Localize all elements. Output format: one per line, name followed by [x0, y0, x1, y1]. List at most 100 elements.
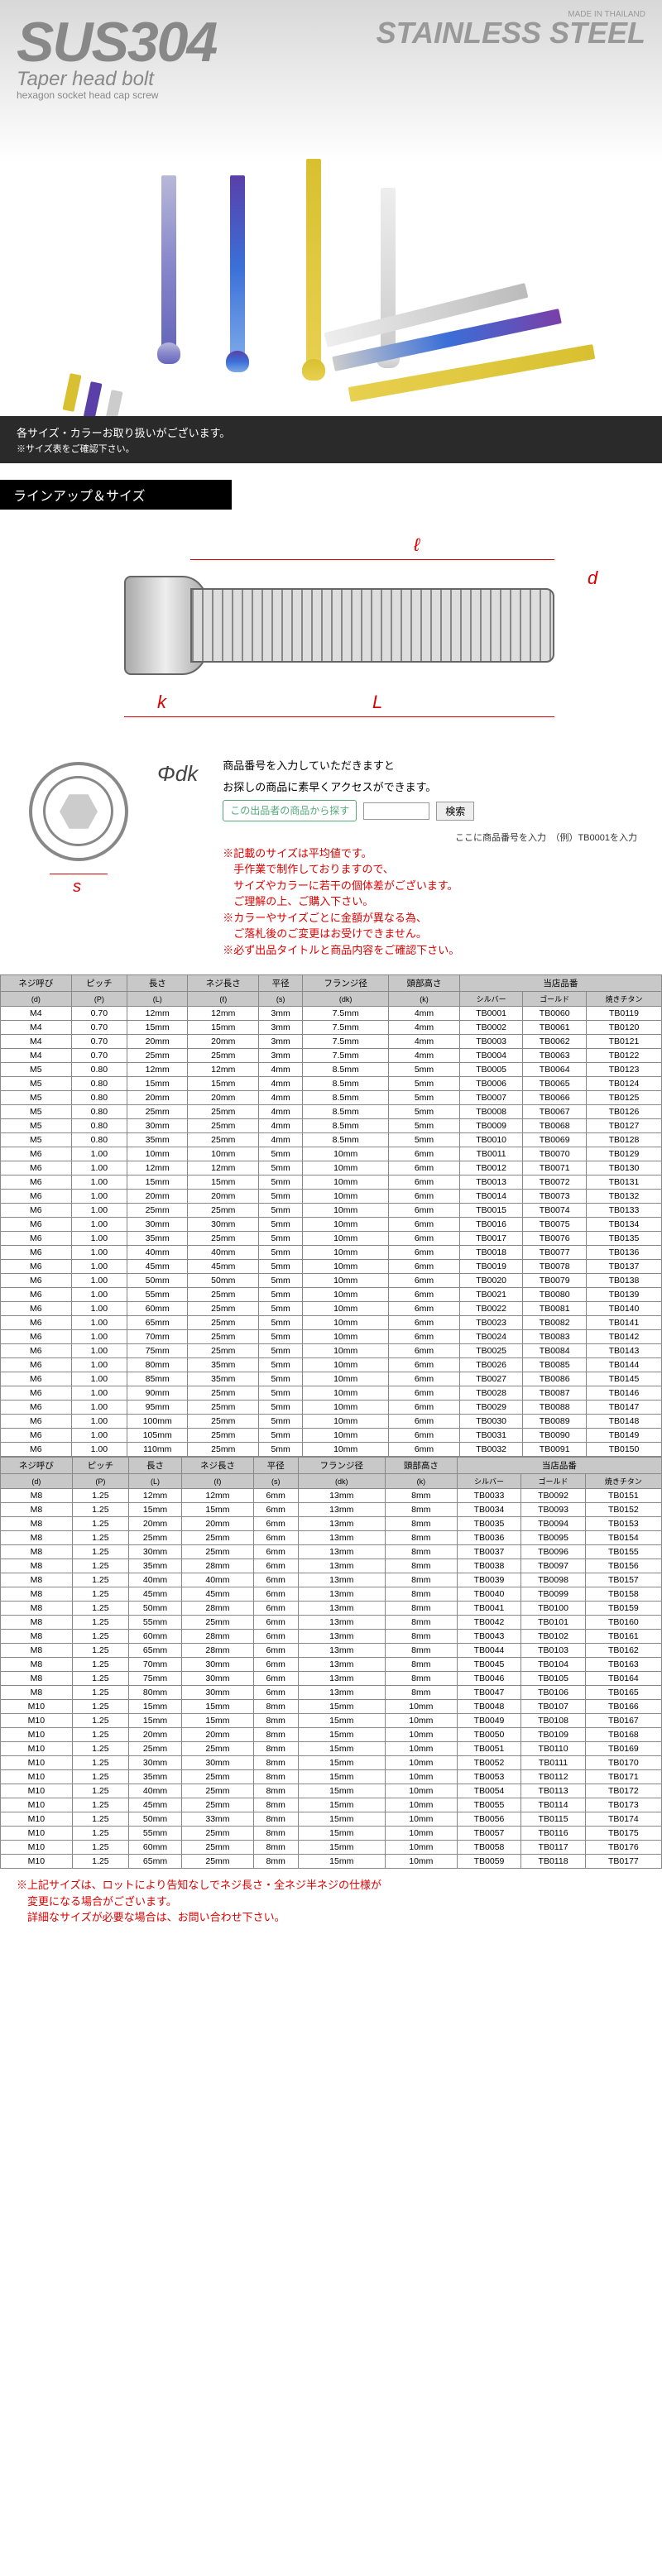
table-row: M81.2530mm25mm6mm13mm8mmTB0037TB0096TB01… [1, 1545, 662, 1559]
table-row: M50.8020mm20mm4mm8.5mm5mmTB0007TB0066TB0… [1, 1091, 662, 1105]
table-row: M101.2540mm25mm8mm15mm10mmTB0054TB0113TB… [1, 1784, 662, 1798]
dim-line-l [190, 559, 554, 560]
bolt-diagram-area: ℓ d L k [0, 518, 662, 749]
table-row: M81.2515mm15mm6mm13mm8mmTB0034TB0093TB01… [1, 1503, 662, 1517]
table-row: M61.0025mm25mm5mm10mm6mmTB0015TB0074TB01… [1, 1204, 662, 1218]
table-row: M50.8015mm15mm4mm8.5mm5mmTB0006TB0065TB0… [1, 1077, 662, 1091]
hero-footer: 各サイズ・カラーお取り扱いがございます。 ※サイズ表をご確認下さい。 [0, 416, 662, 463]
title-sus304: SUS304 [17, 10, 216, 74]
table-row: M61.0020mm20mm5mm10mm6mmTB0014TB0073TB01… [1, 1190, 662, 1204]
dim-L-big: L [372, 692, 382, 713]
table-row: M81.2560mm28mm6mm13mm8mmTB0043TB0102TB01… [1, 1630, 662, 1644]
note-r3: サイズやカラーに若干の個体差がございます。 [223, 878, 637, 894]
band-text-2: ※サイズ表をご確認下さい。 [17, 442, 645, 455]
table-row: M50.8030mm25mm4mm8.5mm5mmTB0009TB0068TB0… [1, 1119, 662, 1133]
th-dk: フランジ径 [303, 975, 389, 992]
table-row: M81.2540mm40mm6mm13mm8mmTB0039TB0098TB01… [1, 1573, 662, 1587]
bottom-note-1: ※上記サイズは、ロットにより告知なしでネジ長さ・全ネジ半ネジの仕様が [17, 1877, 645, 1894]
hero-section: SUS304 Taper head bolt hexagon socket he… [0, 0, 662, 463]
table-row: M101.2550mm33mm8mm15mm10mmTB0056TB0115TB… [1, 1812, 662, 1827]
table-row: M81.2565mm28mm6mm13mm8mmTB0044TB0103TB01… [1, 1644, 662, 1658]
table-row: M50.8025mm25mm4mm8.5mm5mmTB0008TB0067TB0… [1, 1105, 662, 1119]
table-row: M81.2535mm28mm6mm13mm8mmTB0038TB0097TB01… [1, 1559, 662, 1573]
table-row: M40.7025mm25mm3mm7.5mm4mmTB0004TB0063TB0… [1, 1049, 662, 1063]
th-k: 頭部高さ [389, 975, 460, 992]
table-row: M61.0085mm35mm5mm10mm6mmTB0027TB0086TB01… [1, 1372, 662, 1386]
bottom-note-3: 詳細なサイズが必要な場合は、お問い合わせ下さい。 [17, 1909, 645, 1926]
bolt-illustration-item [161, 175, 176, 349]
table-row: M61.0015mm15mm5mm10mm6mmTB0013TB0072TB01… [1, 1175, 662, 1190]
table-row: M81.2555mm25mm6mm13mm8mmTB0042TB0101TB01… [1, 1616, 662, 1630]
th-p: ピッチ [71, 975, 127, 992]
small-bolt-illustration [83, 381, 102, 420]
table-row: M61.0030mm30mm5mm10mm6mmTB0016TB0075TB01… [1, 1218, 662, 1232]
section-lineup: ラインアップ＆サイズ [0, 480, 232, 510]
table-row: M61.00110mm25mm5mm10mm6mmTB0032TB0091TB0… [1, 1443, 662, 1457]
table-row: M101.2545mm25mm8mm15mm10mmTB0055TB0114TB… [1, 1798, 662, 1812]
table-row: M101.2555mm25mm8mm15mm10mmTB0057TB0116TB… [1, 1827, 662, 1841]
table-row: M61.0035mm25mm5mm10mm6mmTB0017TB0076TB01… [1, 1232, 662, 1246]
search-button[interactable]: 検索 [436, 802, 474, 821]
hex-cross-section [25, 758, 132, 865]
note-r7: ※必ず出品タイトルと商品内容をご確認下さい。 [223, 942, 637, 959]
title-stainless: STAINLESS STEEL [377, 16, 645, 50]
small-bolt-illustration [62, 373, 81, 412]
dim-line-k [124, 716, 190, 717]
table-row: M61.0065mm25mm5mm10mm6mmTB0023TB0082TB01… [1, 1316, 662, 1330]
table-row: M61.0080mm35mm5mm10mm6mmTB0026TB0085TB01… [1, 1358, 662, 1372]
bottom-note: ※上記サイズは、ロットにより告知なしでネジ長さ・全ネジ半ネジの仕様が 変更になる… [0, 1869, 662, 1934]
search-hint: ここに商品番号を入力 （例）TB0001を入力 [223, 831, 637, 845]
th-L: 長さ [127, 975, 187, 992]
band-text-1: 各サイズ・カラーお取り扱いがございます。 [17, 424, 645, 440]
table-row: M81.2580mm30mm6mm13mm8mmTB0047TB0106TB01… [1, 1686, 662, 1700]
note-r4: ご理解の上、ご購入下さい。 [223, 893, 637, 910]
table-row: M101.2560mm25mm8mm15mm10mmTB0058TB0117TB… [1, 1841, 662, 1855]
table-row: M61.0055mm25mm5mm10mm6mmTB0021TB0080TB01… [1, 1288, 662, 1302]
bottom-note-2: 変更になる場合がございます。 [17, 1894, 645, 1910]
dim-line-L [190, 716, 554, 717]
bolt-illustration [17, 101, 645, 382]
table-row: M61.0050mm50mm5mm10mm6mmTB0020TB0079TB01… [1, 1274, 662, 1288]
dim-phi: Φdk [157, 761, 198, 787]
bolt-illustration-item [306, 159, 321, 366]
th-s: 平径 [259, 975, 303, 992]
table-row: M61.0090mm25mm5mm10mm6mmTB0028TB0087TB01… [1, 1386, 662, 1401]
table-row: M101.2515mm15mm8mm15mm10mmTB0048TB0107TB… [1, 1700, 662, 1714]
table-row: M81.2525mm25mm6mm13mm8mmTB0036TB0095TB01… [1, 1531, 662, 1545]
table-row: M101.2520mm20mm8mm15mm10mmTB0050TB0109TB… [1, 1728, 662, 1742]
table-row: M50.8035mm25mm4mm8.5mm5mmTB0010TB0069TB0… [1, 1133, 662, 1147]
table-row: M81.2570mm30mm6mm13mm8mmTB0045TB0104TB01… [1, 1658, 662, 1672]
table-row: M61.0070mm25mm5mm10mm6mmTB0024TB0083TB01… [1, 1330, 662, 1344]
bolt-thread-illustration [190, 588, 554, 663]
th-d: ネジ呼び [1, 975, 72, 992]
table-row: M61.0060mm25mm5mm10mm6mmTB0022TB0081TB01… [1, 1302, 662, 1316]
table-row: M101.2565mm25mm8mm15mm10mmTB0059TB0118TB… [1, 1855, 662, 1869]
dim-s: s [73, 878, 81, 897]
table-row: M61.0045mm45mm5mm10mm6mmTB0019TB0078TB01… [1, 1260, 662, 1274]
table-row: M40.7012mm12mm3mm7.5mm4mmTB0001TB0060TB0… [1, 1007, 662, 1021]
spec-table-2: ネジ呼び ピッチ 長さ ネジ長さ 平径 フランジ径 頭部高さ 当店品番 (d) … [0, 1457, 662, 1869]
table-row: M61.0010mm10mm5mm10mm6mmTB0011TB0070TB01… [1, 1147, 662, 1161]
note-r1: ※記載のサイズは平均値です。 [223, 845, 637, 862]
table-row: M81.2512mm12mm6mm13mm8mmTB0033TB0092TB01… [1, 1489, 662, 1503]
dim-k: k [157, 692, 166, 713]
table-row: M81.2550mm28mm6mm13mm8mmTB0041TB0100TB01… [1, 1602, 662, 1616]
table-row: M40.7020mm20mm3mm7.5mm4mmTB0003TB0062TB0… [1, 1035, 662, 1049]
table-row: M40.7015mm15mm3mm7.5mm4mmTB0002TB0061TB0… [1, 1021, 662, 1035]
dim-l: ℓ [414, 534, 420, 556]
subtitle-hex: hexagon socket head cap screw [17, 89, 216, 101]
th-group: 当店品番 [459, 975, 661, 992]
table-row: M101.2515mm15mm8mm15mm10mmTB0049TB0108TB… [1, 1714, 662, 1728]
table-row: M61.0075mm25mm5mm10mm6mmTB0025TB0084TB01… [1, 1344, 662, 1358]
table-row: M61.0095mm25mm5mm10mm6mmTB0029TB0088TB01… [1, 1401, 662, 1415]
notes-block: 商品番号を入力していただきますと お探しの商品に素早くアクセスができます。 この… [223, 758, 637, 958]
table-row: M61.0040mm40mm5mm10mm6mmTB0018TB0077TB01… [1, 1246, 662, 1260]
table-row: M101.2535mm25mm8mm15mm10mmTB0053TB0112TB… [1, 1770, 662, 1784]
table-row: M81.2545mm45mm6mm13mm8mmTB0040TB0099TB01… [1, 1587, 662, 1602]
note-line2: お探しの商品に素早くアクセスができます。 [223, 779, 637, 796]
spec-table-1: ネジ呼び ピッチ 長さ ネジ長さ 平径 フランジ径 頭部高さ 当店品番 (d) … [0, 974, 662, 1457]
search-input[interactable] [363, 802, 429, 820]
table-row: M81.2520mm20mm6mm13mm8mmTB0035TB0094TB01… [1, 1517, 662, 1531]
table-row: M50.8012mm12mm4mm8.5mm5mmTB0005TB0064TB0… [1, 1063, 662, 1077]
dim-d: d [588, 567, 597, 589]
